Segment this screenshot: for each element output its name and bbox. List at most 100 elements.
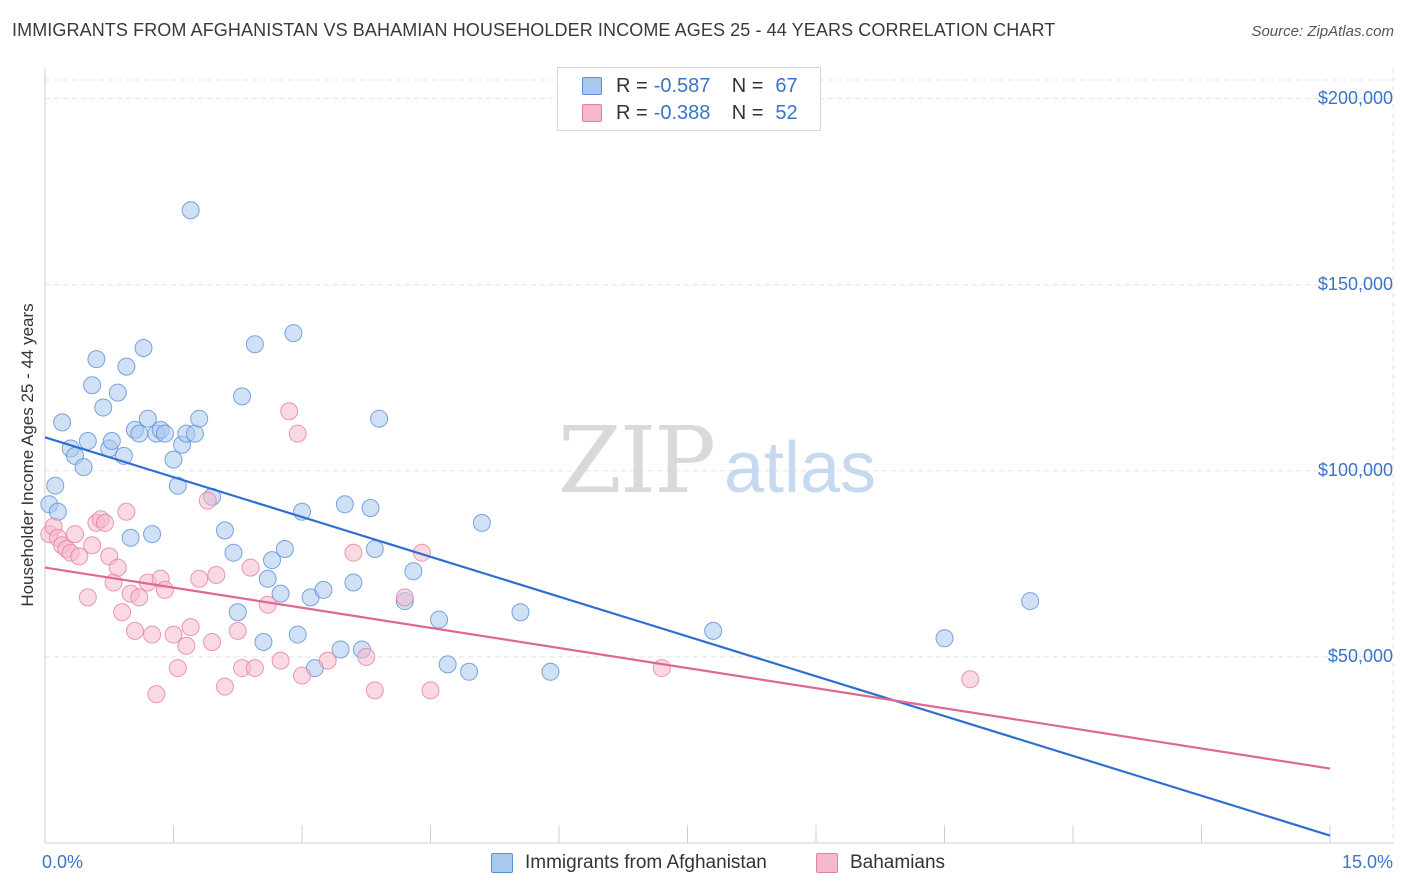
data-point bbox=[113, 603, 132, 622]
data-point bbox=[48, 502, 67, 521]
data-point bbox=[147, 685, 166, 704]
data-point bbox=[215, 677, 234, 696]
chart-source: Source: ZipAtlas.com bbox=[1251, 23, 1394, 40]
data-point bbox=[293, 666, 311, 685]
data-point bbox=[288, 625, 307, 644]
data-point bbox=[357, 647, 376, 666]
data-point bbox=[117, 502, 136, 521]
data-point bbox=[258, 569, 277, 588]
data-point bbox=[344, 573, 363, 592]
data-point bbox=[168, 476, 187, 495]
legend-r-label: R = bbox=[616, 74, 648, 97]
y-axis-label: Householder Income Ages 25 - 44 years bbox=[18, 303, 37, 607]
data-point bbox=[138, 409, 157, 428]
data-point bbox=[83, 536, 102, 555]
data-point bbox=[233, 387, 252, 406]
data-point bbox=[344, 543, 363, 562]
data-point bbox=[155, 424, 174, 443]
data-point bbox=[318, 651, 337, 670]
data-point bbox=[704, 621, 723, 640]
series-legend-label-bahamians: Bahamians bbox=[850, 852, 946, 873]
legend-r-value: -0.388 bbox=[653, 101, 711, 124]
series-legend: Immigrants from Afghanistan Bahamians bbox=[0, 852, 1406, 878]
legend-n-label: N = bbox=[731, 74, 764, 97]
data-point bbox=[143, 525, 162, 544]
data-point bbox=[228, 621, 247, 640]
watermark-atlas: atlas bbox=[724, 428, 876, 508]
x-tick-label-min: 0.0% bbox=[42, 852, 84, 872]
axes bbox=[44, 68, 1393, 844]
legend-row-afghanistan: R = -0.587 N = 67 bbox=[558, 73, 798, 99]
data-point bbox=[94, 398, 113, 417]
legend-swatch-bahamians bbox=[582, 104, 602, 122]
data-point bbox=[404, 562, 423, 581]
data-point bbox=[130, 588, 149, 607]
watermark: ZIP atlas bbox=[558, 407, 876, 514]
y-tick-label: $50,000 bbox=[1327, 645, 1393, 666]
data-point bbox=[78, 432, 97, 451]
data-point bbox=[370, 409, 389, 428]
data-point bbox=[421, 681, 440, 700]
data-point bbox=[108, 558, 127, 577]
data-point bbox=[190, 569, 209, 588]
data-point bbox=[228, 603, 247, 622]
series-legend-item-afghanistan[interactable]: Immigrants from Afghanistan bbox=[491, 852, 767, 874]
series-afghanistan-points bbox=[40, 201, 1040, 681]
trend-line-bahamians bbox=[44, 566, 1331, 770]
data-point bbox=[430, 610, 449, 629]
chart-title: IMMIGRANTS FROM AFGHANISTAN VS BAHAMIAN … bbox=[12, 20, 1056, 40]
data-point bbox=[275, 539, 294, 558]
data-point bbox=[125, 621, 144, 640]
data-point bbox=[185, 424, 204, 443]
data-point bbox=[511, 603, 530, 622]
data-point bbox=[121, 528, 140, 547]
legend-n-value: 52 bbox=[775, 101, 798, 124]
data-point bbox=[102, 432, 121, 451]
data-point bbox=[108, 383, 127, 402]
data-point bbox=[117, 357, 136, 376]
data-point bbox=[215, 521, 234, 540]
legend-r-label: R = bbox=[616, 101, 648, 124]
y-tick-label: $150,000 bbox=[1317, 273, 1393, 294]
legend-row-bahamians: R = -0.388 N = 52 bbox=[558, 100, 798, 126]
data-point bbox=[288, 424, 307, 443]
data-point bbox=[365, 681, 384, 700]
data-point bbox=[395, 588, 414, 607]
data-point bbox=[190, 409, 209, 428]
data-point bbox=[181, 618, 200, 637]
data-point bbox=[335, 495, 354, 514]
data-point bbox=[65, 525, 84, 544]
data-point bbox=[164, 625, 183, 644]
data-point bbox=[224, 543, 243, 562]
series-legend-swatch-bahamians bbox=[816, 853, 838, 873]
data-point bbox=[472, 513, 491, 532]
data-point bbox=[177, 636, 196, 655]
trend-lines bbox=[44, 436, 1331, 837]
y-tick-label: $100,000 bbox=[1317, 459, 1393, 480]
series-legend-label-afghanistan: Immigrants from Afghanistan bbox=[525, 852, 767, 873]
data-point bbox=[280, 402, 299, 421]
data-point bbox=[284, 324, 303, 343]
data-point bbox=[314, 580, 333, 599]
grid-lines bbox=[45, 68, 1394, 843]
trend-line-afghanistan bbox=[44, 436, 1331, 837]
data-point bbox=[361, 499, 380, 518]
data-point bbox=[74, 458, 93, 477]
data-point bbox=[460, 662, 479, 681]
data-point bbox=[53, 413, 72, 432]
data-point bbox=[271, 651, 290, 670]
data-point bbox=[155, 580, 174, 599]
data-point bbox=[87, 350, 106, 369]
data-point bbox=[254, 633, 273, 652]
data-point bbox=[95, 513, 114, 532]
legend-swatch-afghanistan bbox=[582, 77, 602, 95]
data-point bbox=[83, 376, 102, 395]
series-legend-item-bahamians[interactable]: Bahamians bbox=[816, 852, 945, 874]
x-tick-label-max: 15.0% bbox=[1341, 852, 1393, 872]
data-point bbox=[412, 543, 431, 562]
series-legend-swatch-afghanistan bbox=[491, 853, 513, 873]
data-point bbox=[46, 476, 65, 495]
data-point bbox=[245, 335, 264, 354]
data-point bbox=[541, 662, 560, 681]
